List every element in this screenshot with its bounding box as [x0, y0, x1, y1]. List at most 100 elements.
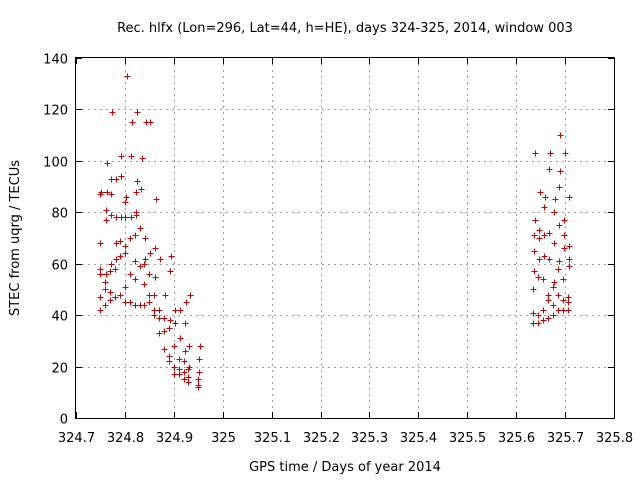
data-point — [112, 294, 119, 301]
data-point — [557, 168, 564, 175]
data-point — [134, 178, 141, 185]
data-point — [123, 194, 130, 201]
data-point — [113, 256, 120, 263]
data-point — [108, 191, 115, 198]
data-point — [97, 266, 104, 273]
data-point — [546, 166, 553, 173]
data-point — [156, 330, 163, 337]
data-point — [141, 281, 148, 288]
y-tick-label: 0 — [60, 413, 68, 428]
data-point — [166, 353, 173, 360]
data-point — [551, 279, 558, 286]
data-point — [556, 258, 563, 265]
data-point — [566, 243, 573, 250]
data-point — [98, 189, 105, 196]
data-point — [108, 212, 115, 219]
data-point — [530, 286, 537, 293]
data-point — [541, 204, 548, 211]
data-point — [141, 261, 148, 268]
data-point — [133, 189, 140, 196]
data-point — [545, 315, 552, 322]
data-point — [124, 73, 131, 80]
data-point — [541, 253, 548, 260]
data-point — [122, 243, 129, 250]
data-point — [152, 245, 159, 252]
data-point — [531, 232, 538, 239]
data-point — [541, 232, 548, 239]
data-point — [196, 369, 203, 376]
data-point — [142, 235, 149, 242]
data-point — [103, 271, 110, 278]
data-point — [128, 214, 135, 221]
data-point — [182, 348, 189, 355]
data-point — [562, 150, 569, 157]
data-point — [531, 248, 538, 255]
y-tick-label: 40 — [51, 310, 68, 325]
data-point — [530, 310, 537, 317]
data-point — [137, 225, 144, 232]
data-point — [535, 320, 542, 327]
data-point — [118, 173, 125, 180]
data-point — [195, 382, 202, 389]
x-tick-label: 324.8 — [107, 431, 144, 446]
data-point — [122, 250, 129, 257]
x-tick-label: 325.2 — [303, 431, 340, 446]
data-point — [112, 266, 119, 273]
y-tick-label: 60 — [51, 259, 68, 274]
data-point — [566, 263, 573, 270]
data-point — [103, 217, 110, 224]
data-point — [133, 209, 140, 216]
data-point — [171, 343, 178, 350]
data-point — [556, 222, 563, 229]
data-point — [186, 343, 193, 350]
data-point — [560, 297, 567, 304]
data-point — [560, 276, 567, 283]
data-point — [167, 268, 174, 275]
data-point — [167, 317, 174, 324]
data-point — [108, 261, 115, 268]
data-point — [127, 299, 134, 306]
data-point — [137, 263, 144, 270]
data-point — [152, 274, 159, 281]
data-point — [132, 232, 139, 239]
data-point — [197, 343, 204, 350]
data-points — [97, 73, 573, 391]
data-point — [151, 292, 158, 299]
data-point — [104, 189, 111, 196]
y-tick-label: 100 — [43, 156, 68, 171]
x-tick-label: 325.4 — [400, 431, 437, 446]
data-point — [117, 253, 124, 260]
data-point — [166, 325, 173, 332]
data-point — [565, 307, 572, 314]
data-point — [551, 240, 558, 247]
data-point — [127, 271, 134, 278]
data-point — [132, 276, 139, 283]
data-point — [102, 279, 109, 286]
data-point — [536, 256, 543, 263]
data-point — [181, 376, 188, 383]
data-point — [535, 312, 542, 319]
data-point — [97, 294, 104, 301]
data-point — [113, 240, 120, 247]
y-tick-label: 140 — [43, 53, 68, 68]
data-point — [107, 289, 114, 296]
data-point — [551, 209, 558, 216]
data-point — [195, 376, 202, 383]
data-point — [147, 250, 154, 257]
data-point — [97, 307, 104, 314]
x-tick-label: 325.7 — [547, 431, 584, 446]
data-point — [147, 119, 154, 126]
data-point — [555, 266, 562, 273]
data-point — [557, 132, 564, 139]
data-point — [122, 214, 129, 221]
grid-lines — [76, 58, 614, 418]
data-point — [566, 194, 573, 201]
x-tick-label: 325.5 — [449, 431, 486, 446]
x-tick-label: 325.8 — [596, 431, 633, 446]
data-point — [117, 292, 124, 299]
data-point — [162, 292, 169, 299]
data-point — [107, 297, 114, 304]
data-point — [107, 268, 114, 275]
data-point — [113, 176, 120, 183]
data-point — [183, 299, 190, 306]
